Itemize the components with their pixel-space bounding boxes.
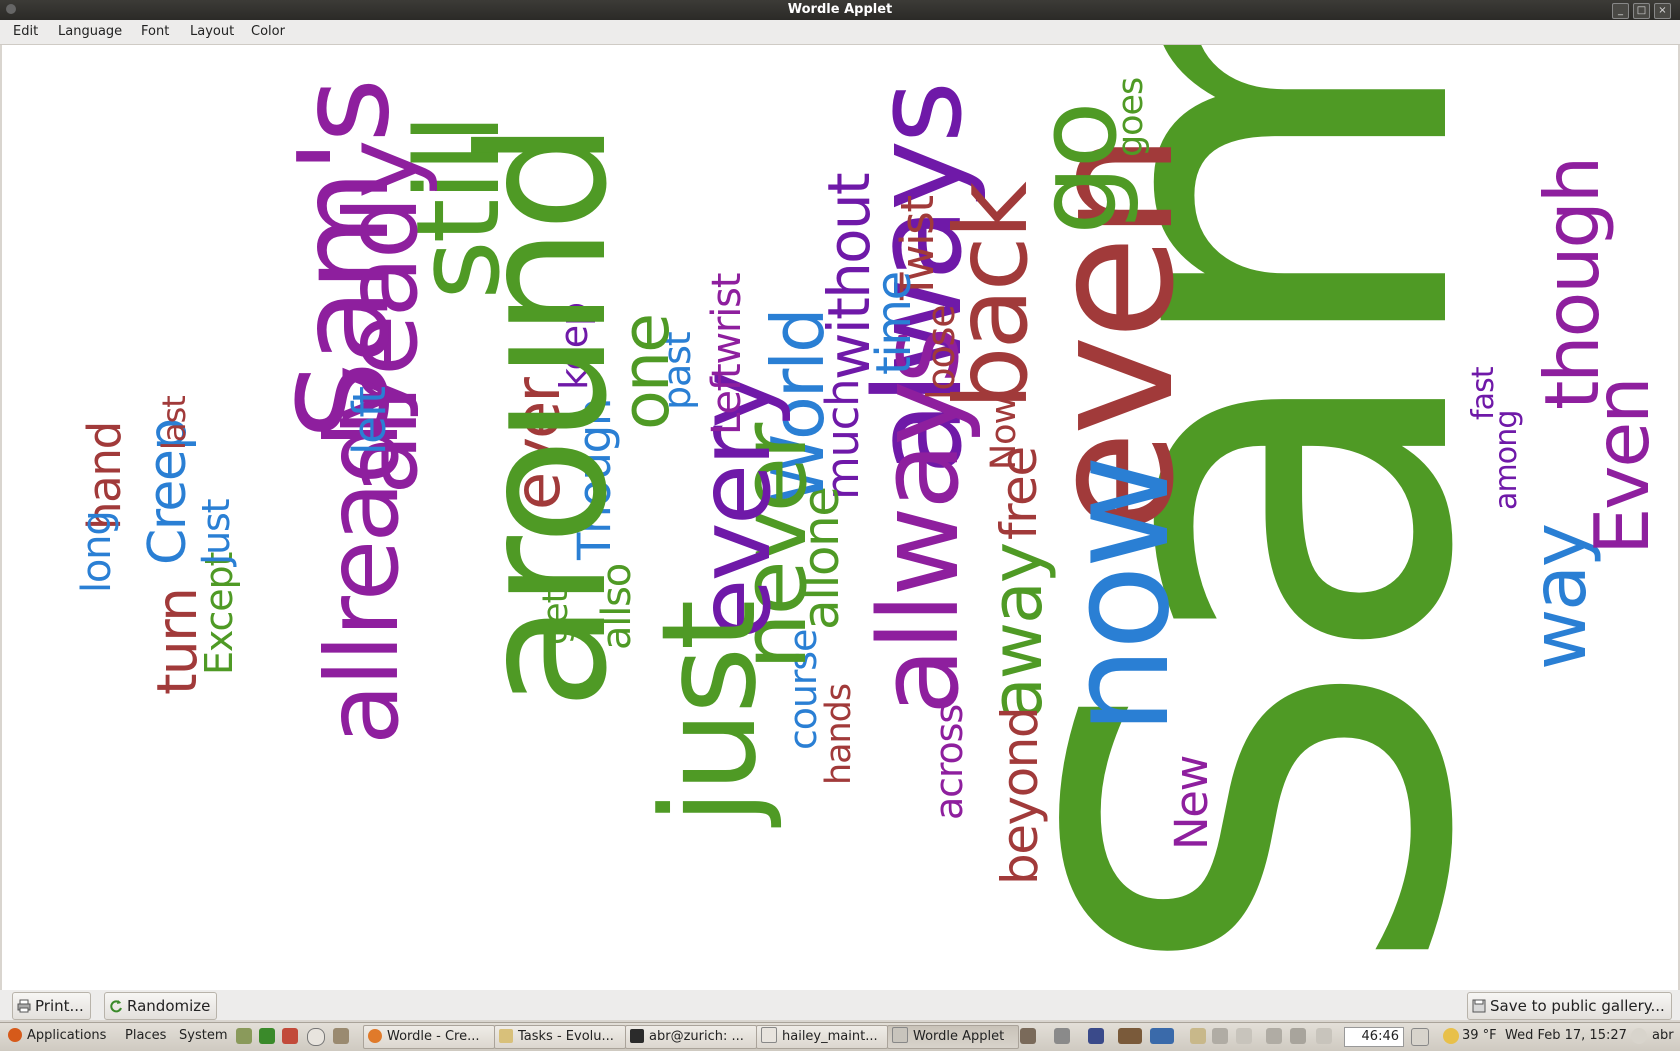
battery-icon[interactable] [1316, 1028, 1332, 1044]
word-now-cap: Now [984, 396, 1024, 470]
print-button[interactable]: Print... [12, 992, 91, 1020]
word-leftwrist: Leftwrist [704, 273, 750, 435]
workspace-1-icon[interactable] [1020, 1028, 1036, 1044]
word-left: left [343, 387, 396, 455]
task-terminal[interactable]: abr@zurich: ... [625, 1025, 757, 1049]
word-new: New [1165, 755, 1218, 850]
calendar-icon[interactable] [282, 1028, 298, 1044]
word-last: last [155, 396, 193, 450]
save-icon [1472, 995, 1486, 1013]
task-wordle-firefox[interactable]: Wordle - Cre... [363, 1025, 495, 1049]
tools-icon[interactable] [333, 1028, 349, 1044]
word-among: among [1489, 410, 1524, 510]
word-hands: hands [819, 683, 859, 785]
menu-layout[interactable]: Layout [190, 24, 235, 39]
randomize-label: Randomize [127, 997, 211, 1015]
clock-icon[interactable] [307, 1028, 325, 1046]
word-except: Except [197, 552, 241, 675]
pidgin-icon[interactable] [1236, 1028, 1252, 1044]
word-goes: goes [1111, 77, 1151, 157]
word-away: away [976, 543, 1058, 720]
randomize-button[interactable]: Randomize [104, 992, 218, 1020]
system-menu[interactable]: System [179, 1028, 228, 1043]
launcher-icon[interactable] [236, 1028, 252, 1044]
task-label: hailey_maint... [782, 1029, 878, 1044]
menu-edit[interactable]: Edit [13, 24, 39, 39]
task-label: Wordle - Cre... [387, 1029, 480, 1044]
word-sams: Sam's [272, 81, 417, 440]
workspace-3-icon[interactable] [1088, 1028, 1104, 1044]
word-long: long [74, 511, 120, 593]
user-name[interactable]: abr [1652, 1028, 1674, 1043]
task-wordle-applet[interactable]: Wordle Applet [887, 1025, 1019, 1049]
menu-font[interactable]: Font [141, 24, 170, 39]
firefox-icon [368, 1029, 382, 1043]
task-label: abr@zurich: ... [649, 1029, 744, 1044]
word-just-cap: Just [194, 499, 238, 565]
window-title: Wordle Applet [787, 2, 893, 17]
network-manager-icon[interactable] [1290, 1028, 1306, 1044]
timer-display[interactable]: 46:46 [1344, 1027, 1404, 1047]
word-now: now [1038, 458, 1201, 735]
mail-icon[interactable] [1411, 1028, 1429, 1046]
menu-color[interactable]: Color [251, 24, 285, 39]
places-menu[interactable]: Places [125, 1028, 167, 1043]
chat-icon[interactable] [1631, 1028, 1647, 1044]
tasks-icon [499, 1029, 513, 1043]
bottom-button-bar: Print... Randomize Save to public galler… [0, 990, 1680, 1020]
menu-language[interactable]: Language [58, 24, 123, 39]
text-editor-icon [761, 1027, 777, 1043]
save-label: Save to public gallery... [1490, 997, 1665, 1015]
close-icon[interactable]: × [1654, 3, 1671, 19]
workspace-4-icon[interactable] [1118, 1028, 1142, 1044]
printer-icon [17, 995, 31, 1013]
menubar: Edit Language Font Layout Color [0, 20, 1680, 45]
applications-label: Applications [27, 1028, 107, 1043]
refresh-icon [109, 995, 123, 1013]
clock-datetime[interactable]: Wed Feb 17, 15:27 [1505, 1028, 1627, 1043]
print-label: Print... [35, 997, 84, 1015]
word-though: though [1528, 157, 1616, 410]
word-beyond: beyond [991, 707, 1049, 885]
maximize-icon[interactable]: □ [1633, 3, 1650, 19]
minimize-icon[interactable]: _ [1612, 3, 1629, 19]
taskbar: Applications Places System Wordle - Cre.… [0, 1022, 1680, 1051]
weather-icon[interactable] [1443, 1028, 1459, 1044]
java-icon [892, 1027, 908, 1043]
task-hailey[interactable]: hailey_maint... [756, 1025, 888, 1049]
weather-temp[interactable]: 39 °F [1462, 1028, 1497, 1043]
window-menu-icon[interactable] [6, 4, 16, 14]
task-label: Wordle Applet [913, 1029, 1005, 1044]
word-loose: loose [919, 305, 963, 400]
search-icon[interactable] [1190, 1028, 1206, 1044]
workspace-5-icon[interactable] [1150, 1028, 1174, 1044]
word-fast: fast [1466, 367, 1501, 420]
task-evolution[interactable]: Tasks - Evolu... [494, 1025, 626, 1049]
save-to-gallery-button[interactable]: Save to public gallery... [1467, 992, 1672, 1020]
tasks-launcher-icon[interactable] [259, 1028, 275, 1044]
terminal-icon [630, 1029, 644, 1043]
word-cloud-canvas[interactable]: Sam even now always allways go back way … [2, 45, 1678, 990]
ubuntu-logo-icon [8, 1028, 22, 1042]
word-just: just [633, 603, 785, 825]
word-even-cap: Even [1578, 378, 1666, 555]
volume-icon[interactable] [1212, 1028, 1228, 1044]
applications-menu[interactable]: Applications [8, 1025, 106, 1047]
network-icon[interactable] [1266, 1028, 1282, 1044]
workspace-2-icon[interactable] [1054, 1028, 1070, 1044]
window-titlebar[interactable]: Wordle Applet _ □ × [0, 0, 1680, 20]
word-across: across [927, 705, 971, 820]
task-label: Tasks - Evolu... [518, 1029, 614, 1044]
